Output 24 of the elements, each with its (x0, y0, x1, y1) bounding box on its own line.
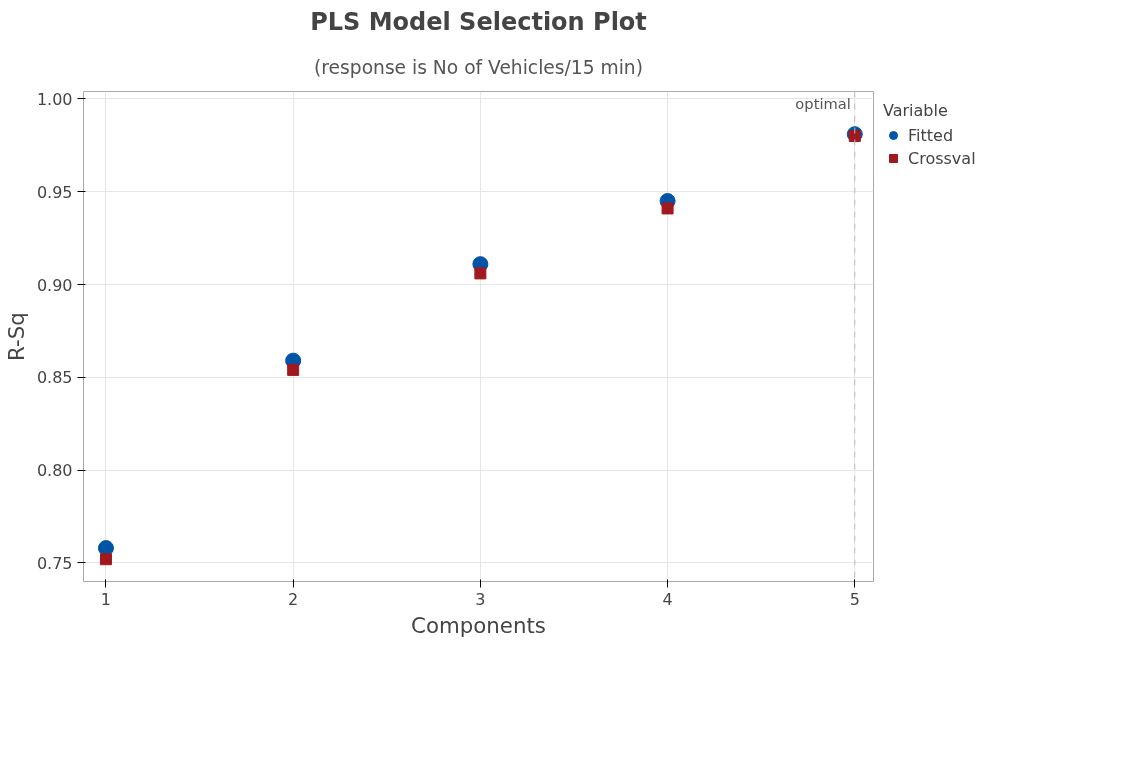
point (287, 363, 300, 376)
y-axis-title: R-Sq (3, 312, 29, 361)
y-tick-label: 0.75 (36, 553, 73, 573)
x-tick-label: 2 (288, 589, 299, 609)
point (661, 202, 674, 215)
point (99, 553, 112, 566)
point (848, 130, 861, 143)
legend-label: Crossval (908, 148, 976, 168)
chart-title: PLS Model Selection Plot (310, 7, 647, 36)
y-tick-label: 0.85 (36, 368, 73, 388)
x-tick-label: 1 (100, 589, 112, 609)
x-axis-title: Components (411, 612, 546, 638)
ref-line-label: optimal (795, 94, 851, 112)
chart-subtitle: (response is No of Vehicles/15 min) (314, 56, 643, 78)
x-tick-label: 4 (662, 589, 673, 609)
y-tick-label: 0.90 (36, 275, 73, 295)
point (474, 267, 487, 280)
x-tick-label: 5 (849, 589, 860, 609)
x-tick-label: 3 (475, 589, 486, 609)
y-tick-label: 0.80 (36, 461, 73, 481)
legend-title: Variable (883, 101, 949, 120)
legend-label: Fitted (908, 125, 954, 145)
y-tick-label: 0.95 (36, 182, 73, 202)
y-tick-label: 1.00 (36, 89, 73, 109)
